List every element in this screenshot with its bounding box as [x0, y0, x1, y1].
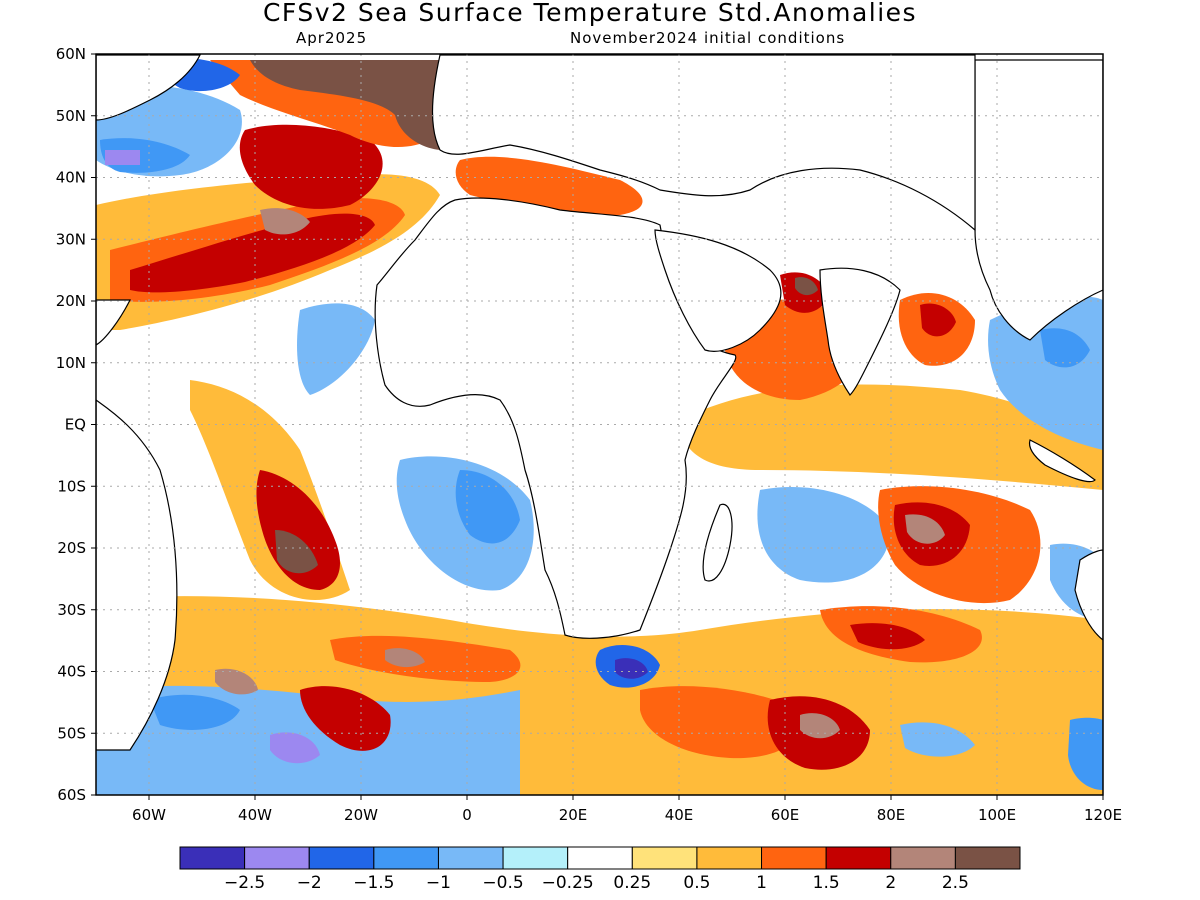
lat-tick-label: 50N [56, 107, 86, 125]
colorbar-swatch [631, 846, 698, 870]
lon-tick-label: 40E [665, 806, 694, 824]
anomaly-patch [130, 213, 375, 293]
colorbar-label: −1.5 [353, 873, 394, 893]
colorbar-swatch [244, 846, 310, 870]
anomaly-patch [615, 658, 648, 679]
lat-tick-label: 10N [56, 354, 86, 372]
colorbar-label: 0.5 [683, 873, 710, 893]
lon-tick-label: 100E [978, 806, 1016, 824]
colorbar-label: −2.5 [224, 873, 265, 893]
anomaly-patch [900, 722, 975, 757]
anomaly-patch [297, 303, 375, 395]
colorbar-label: 1 [756, 873, 767, 893]
anomaly-patch [105, 150, 140, 165]
anomaly-patch [215, 668, 258, 695]
south-america-landmass [96, 399, 178, 751]
anomaly-patch [800, 713, 840, 739]
colorbar-label: −1 [426, 873, 451, 893]
anomaly-patch [275, 530, 318, 574]
initial-conditions-label: November2024 initial conditions [570, 29, 846, 47]
lon-tick-label: 120E [1084, 806, 1122, 824]
colorbar-swatch [437, 846, 504, 870]
colorbar-label: −0.5 [482, 873, 523, 893]
chart-title: CFSv2 Sea Surface Temperature Std.Anomal… [262, 0, 918, 27]
lon-tick-label: 20E [559, 806, 588, 824]
colorbar-label: 1.5 [813, 873, 840, 893]
lat-tick-label: 20S [57, 539, 86, 557]
anomaly-patch [250, 60, 440, 150]
anomaly-patch [260, 208, 310, 235]
colorbar-swatch [308, 846, 375, 870]
lat-tick-label: EQ [65, 416, 86, 434]
europe-landmass [431, 54, 976, 232]
india-landmass [819, 267, 901, 396]
lat-tick-label: 40S [57, 663, 86, 681]
anomaly-patch [1068, 717, 1103, 790]
colorbar-swatch [890, 846, 956, 870]
madagascar-landmass [702, 503, 733, 582]
colorbar-swatch [373, 846, 439, 870]
colorbar-label: 2 [885, 873, 896, 893]
anomaly-patch [150, 694, 240, 730]
colorbar-swatch [696, 846, 763, 870]
anomaly-patch [757, 486, 890, 583]
land-masses [96, 54, 1103, 751]
lat-tick-label: 50S [57, 724, 86, 742]
anomaly-patch [640, 686, 802, 759]
colorbar-swatch [954, 846, 1021, 870]
lon-tick-label: 40W [238, 806, 272, 824]
australia-landmass [1074, 549, 1103, 641]
lat-tick-label: 20N [56, 292, 86, 310]
arabia-landmass [654, 229, 782, 352]
lat-tick-label: 30S [57, 601, 86, 619]
anomaly-patch [1040, 328, 1090, 368]
anomaly-patch [455, 470, 520, 544]
colorbar-label: −0.25 [542, 873, 594, 893]
colorbar-swatch [825, 846, 892, 870]
longitude-axis: 60W 40W 20W 0 20E 40E 60E 80E 100E 120E [132, 795, 1122, 824]
africa-landmass [374, 197, 737, 639]
anomaly-patch [795, 277, 818, 296]
colorbar-label: 0.25 [613, 873, 651, 893]
anomaly-patch [270, 732, 320, 764]
anomaly-patch [680, 384, 1103, 490]
colorbar: −2.5 −2 −1.5 −1 −0.5 −0.25 0.25 0.5 1 1.5 2 2.5 [179, 846, 1021, 893]
forecast-month-label: Apr2025 [296, 29, 368, 47]
lon-tick-label: 0 [462, 806, 472, 824]
lon-tick-label: 60W [132, 806, 166, 824]
anomaly-patch [300, 686, 391, 751]
north-america-landmass [96, 54, 201, 121]
colorbar-swatch [179, 846, 246, 870]
anomaly-patch [385, 648, 425, 668]
lat-tick-label: 60S [57, 786, 86, 804]
sumatra-landmass [1028, 439, 1096, 483]
southeast-asia-landmass [974, 59, 1103, 341]
anomaly-patch [905, 514, 945, 544]
anomaly-patch [920, 303, 956, 337]
colorbar-label: 2.5 [942, 873, 969, 893]
lon-tick-label: 80E [877, 806, 906, 824]
anomaly-patch [239, 124, 383, 209]
anomaly-patch [330, 635, 521, 682]
colorbar-label: −2 [297, 873, 322, 893]
lat-tick-label: 40N [56, 169, 86, 187]
colorbar-swatch [567, 846, 633, 870]
lat-tick-label: 30N [56, 230, 86, 248]
lat-tick-label: 60N [56, 45, 86, 63]
colorbar-swatch [761, 846, 827, 870]
lat-lon-grid [96, 54, 1104, 795]
lon-tick-label: 60E [771, 806, 800, 824]
colorbar-swatch [502, 846, 569, 870]
lat-tick-label: 10S [57, 477, 86, 495]
lon-tick-label: 20W [344, 806, 378, 824]
anomaly-patch [850, 623, 925, 650]
latitude-axis: 60N 50N 40N 30N 20N 10N EQ 10S 20S 30S 40S 50S 60S [56, 45, 96, 804]
